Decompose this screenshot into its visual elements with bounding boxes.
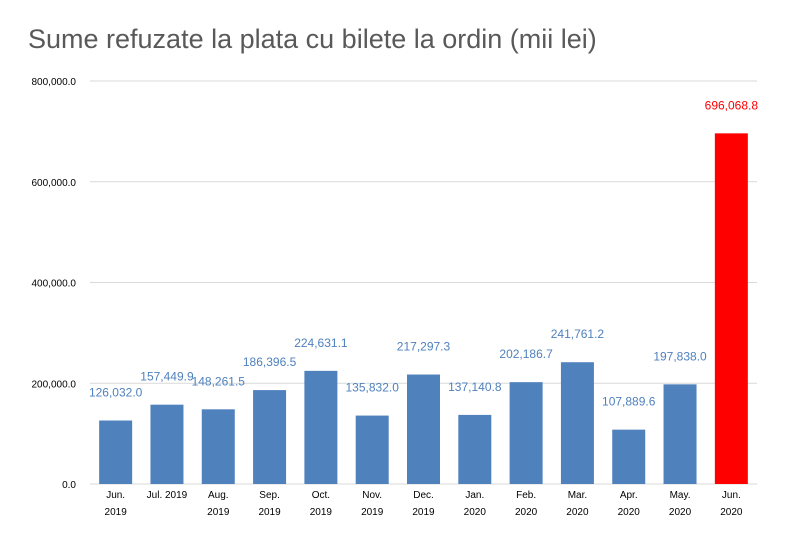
bar <box>253 390 287 484</box>
bar <box>509 382 543 484</box>
bar <box>355 415 389 484</box>
data-label: 137,140.8 <box>448 380 502 394</box>
data-label: 148,261.5 <box>192 374 246 388</box>
data-label: 197,838.0 <box>653 349 707 363</box>
data-label: 107,889.6 <box>602 395 656 409</box>
bar <box>99 420 133 484</box>
x-category-label: Apr. 2020 <box>618 490 641 518</box>
bar <box>663 384 697 484</box>
x-category-label: Mar. 2020 <box>566 490 589 518</box>
x-category-label: Nov. 2019 <box>361 490 384 518</box>
data-label: 224,631.1 <box>294 336 348 350</box>
x-axis-category-labels: Jun. 2019 Jul. 2019 Aug. 2019 Sep. 2019 Oct. 201… <box>105 490 743 518</box>
x-category-label: Feb. 2020 <box>515 490 538 518</box>
data-label: 241,761.2 <box>551 327 605 341</box>
y-axis-tick-labels: 0.0 200,000.0 400,000.0 600,000.0 800,000.0 <box>32 77 77 491</box>
x-category-label: Oct. 2019 <box>310 490 333 518</box>
x-category-label: Jul. 2019 <box>147 490 188 501</box>
data-label: 217,297.3 <box>397 340 451 354</box>
bar <box>458 414 492 484</box>
bar <box>612 429 646 484</box>
y-tick-label: 200,000.0 <box>32 379 77 390</box>
bar <box>150 404 184 484</box>
data-label: 135,832.0 <box>345 381 399 395</box>
data-label: 126,032.0 <box>89 386 143 400</box>
bar-highlight <box>714 133 748 484</box>
bar <box>560 362 594 484</box>
y-tick-label: 400,000.0 <box>32 279 77 290</box>
x-category-label: Jun. 2019 <box>105 490 128 518</box>
chart-title: Sume refuzate la plata cu bilete la ordi… <box>28 24 597 54</box>
x-category-label: Dec. 2019 <box>412 490 435 518</box>
bar <box>201 409 235 484</box>
y-tick-label: 600,000.0 <box>32 178 77 189</box>
data-label: 157,449.9 <box>140 370 194 384</box>
y-tick-label: 800,000.0 <box>32 77 77 88</box>
bars <box>99 133 748 484</box>
x-category-label: Aug. 2019 <box>207 490 230 518</box>
data-label: 202,186.7 <box>499 347 553 361</box>
x-category-label: May. 2020 <box>669 490 692 518</box>
x-category-label: Jun. 2020 <box>720 490 743 518</box>
data-label: 186,396.5 <box>243 355 297 369</box>
x-category-label: Sep. 2019 <box>258 490 281 518</box>
x-category-label: Jan. 2020 <box>464 490 487 518</box>
data-label: 696,068.8 <box>705 98 759 112</box>
bar <box>407 374 440 484</box>
y-tick-label: 0.0 <box>62 480 76 491</box>
bar <box>304 370 338 484</box>
